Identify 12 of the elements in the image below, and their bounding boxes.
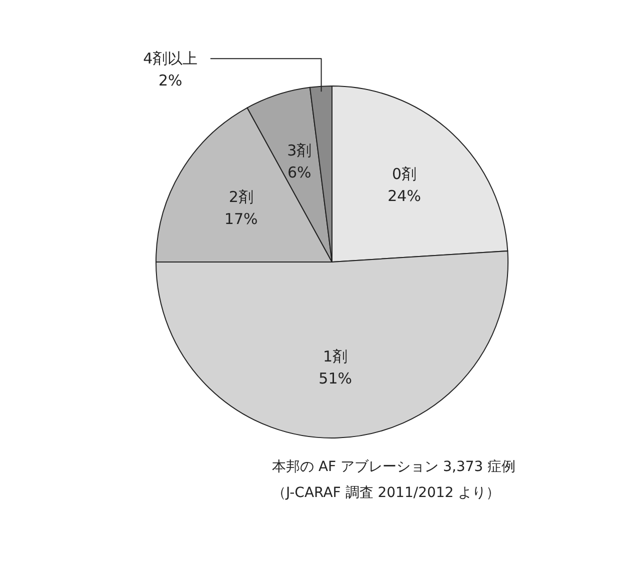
data-label: 6% xyxy=(287,164,312,182)
text: （J-CARAF 調査 2011/2012 より） xyxy=(272,485,500,501)
slice-label: 1剤 xyxy=(323,348,348,366)
slice-label: 0剤 xyxy=(392,165,417,184)
text: 本邦の AF アブレーション 3,373 症例 xyxy=(272,459,516,475)
data-label: 17% xyxy=(224,210,258,228)
data-label: 24% xyxy=(388,187,421,206)
slice-label: 3剤 xyxy=(287,142,312,160)
slice-label: 4剤以上 xyxy=(143,50,198,68)
data-label: 51% xyxy=(318,370,352,388)
data-label: 2% xyxy=(158,72,182,90)
slice-label: 2剤 xyxy=(228,188,254,206)
